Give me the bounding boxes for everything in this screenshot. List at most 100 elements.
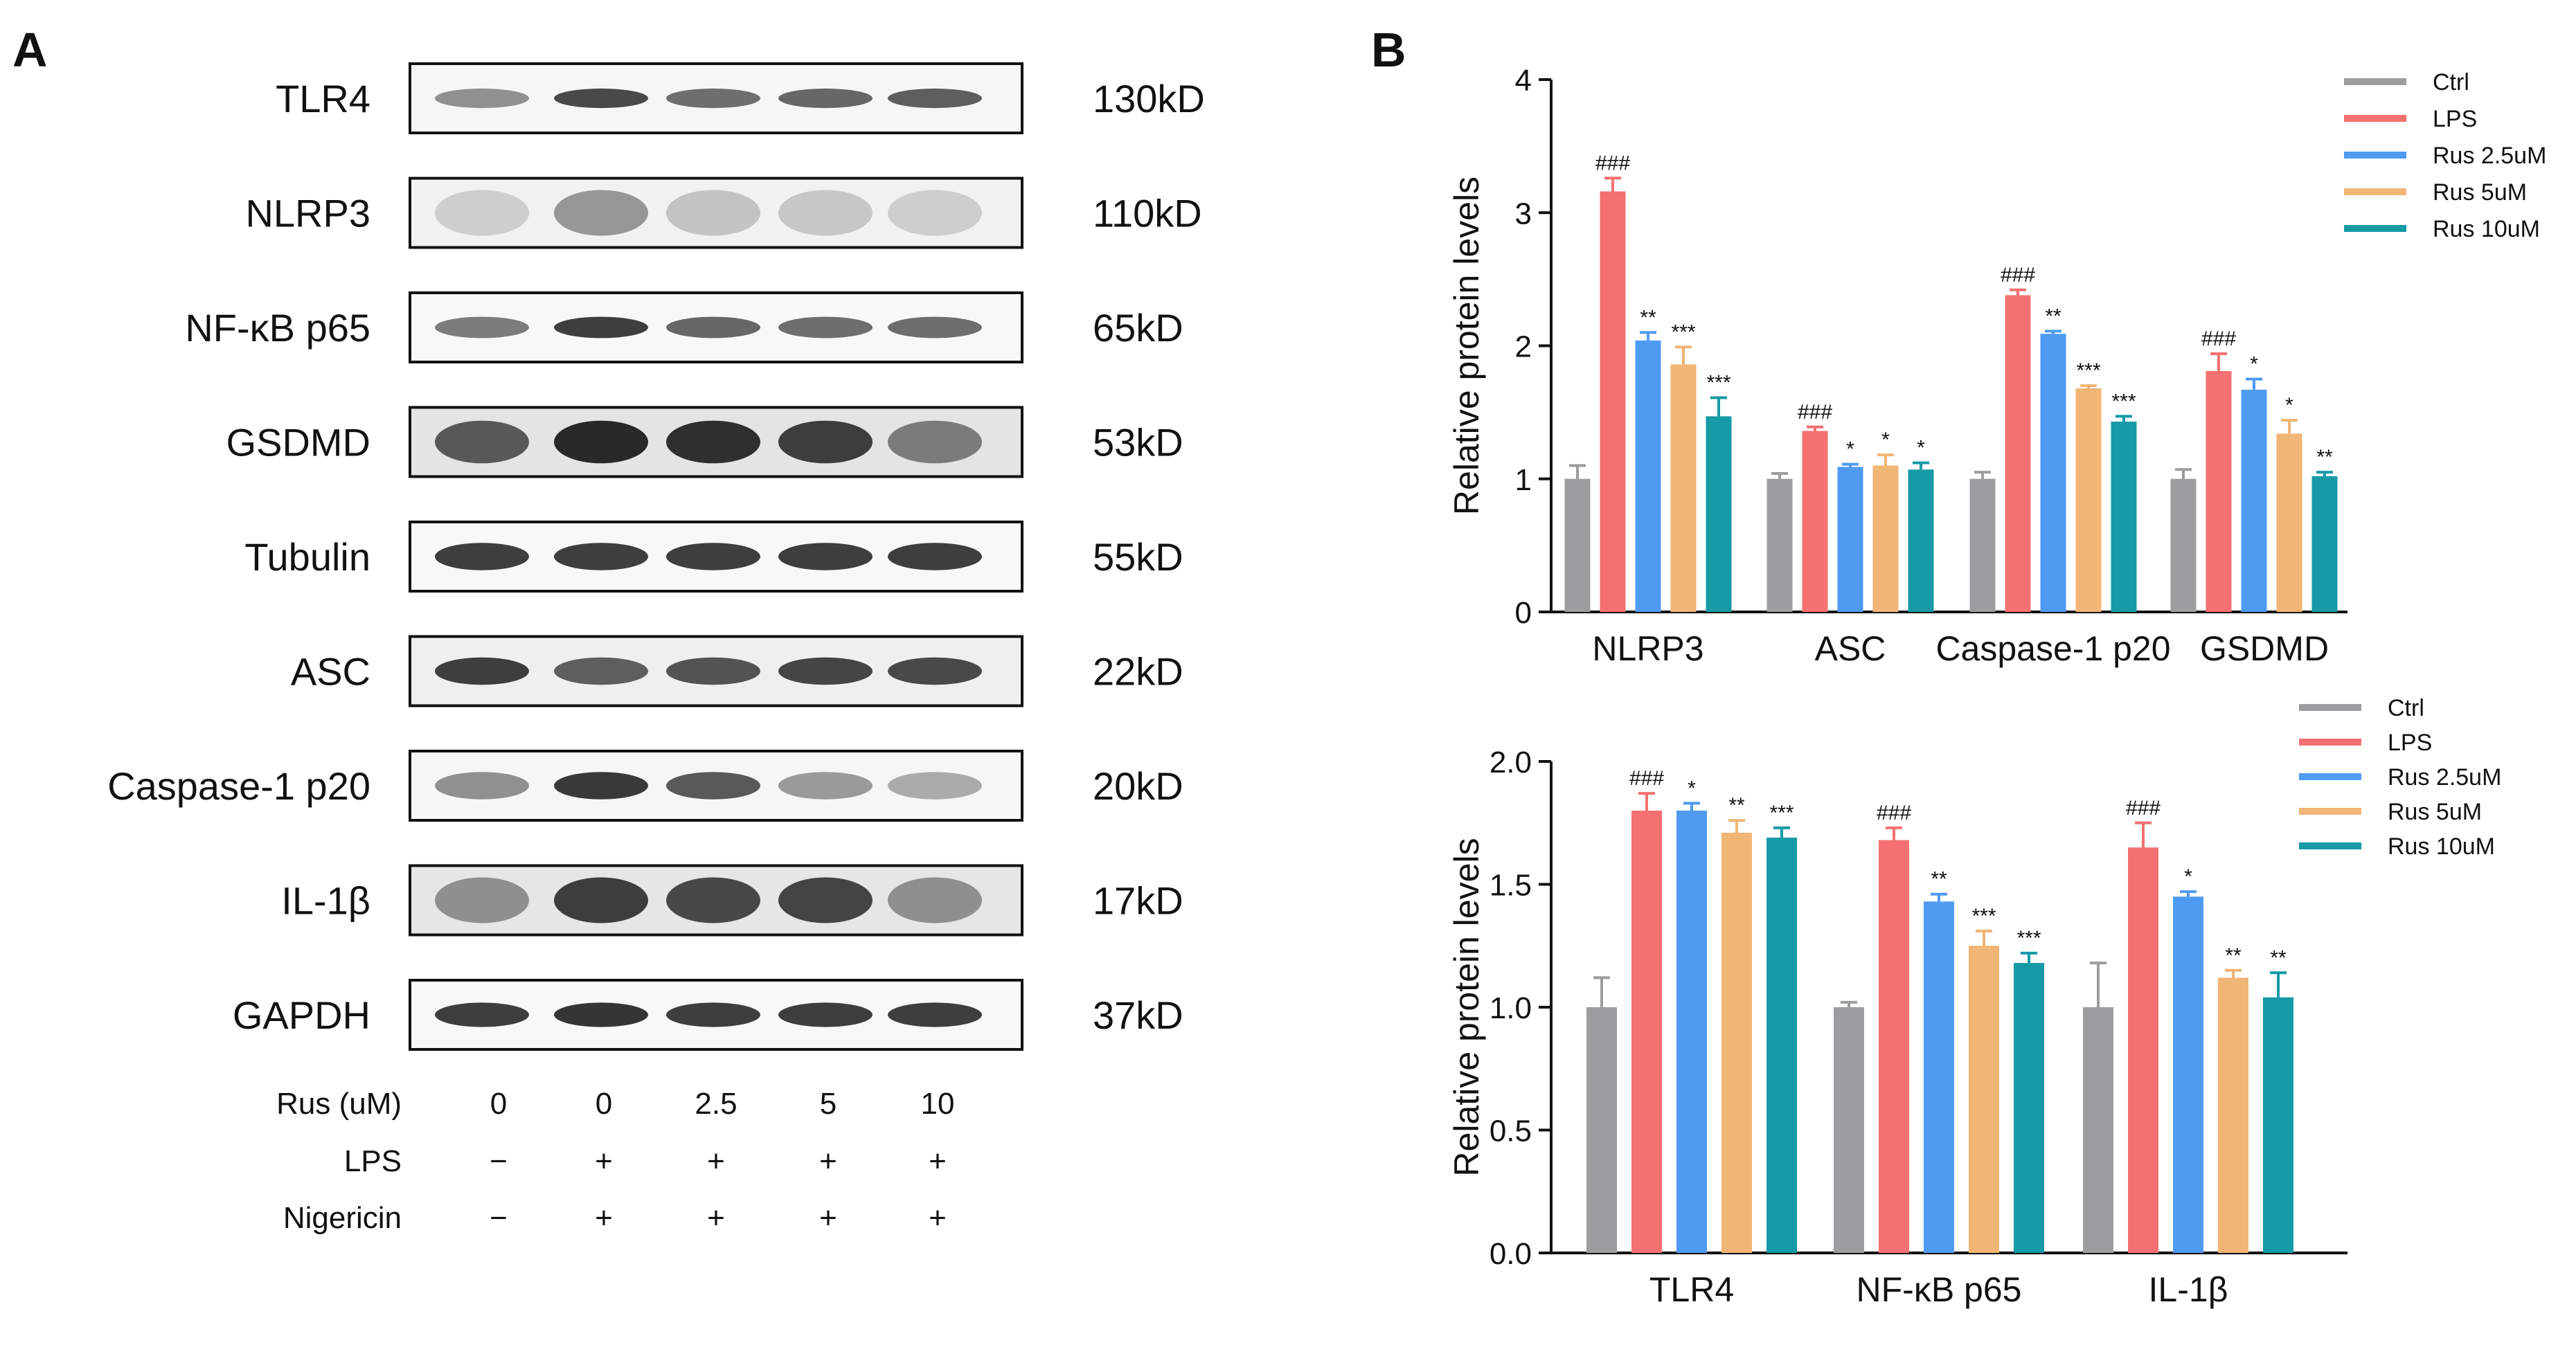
protein-label: ASC	[291, 650, 370, 694]
significance-label: *	[1881, 428, 1890, 451]
blot-band	[435, 88, 529, 109]
condition-value: −	[490, 1144, 508, 1178]
significance-label: **	[1640, 306, 1656, 329]
blot-band	[435, 316, 529, 338]
bar	[1766, 838, 1797, 1253]
bar-chart-2: 0.0 0.5 1.0 1.5 2.0 Relative protein levels ##…	[1447, 695, 2501, 1309]
y-axis-label: Relative protein levels	[1447, 177, 1486, 515]
blot-band	[666, 420, 760, 464]
protein-label: Tubulin	[244, 535, 370, 579]
significance-label: **	[2045, 305, 2061, 327]
legend-swatch	[2299, 739, 2361, 746]
blot-band	[888, 877, 982, 923]
blot-band	[888, 316, 982, 338]
significance-label: ***	[1769, 802, 1794, 824]
molecular-weight-label: 22kD	[1093, 650, 1183, 694]
blot-band	[554, 190, 648, 236]
y-tick-label: 2	[1515, 330, 1532, 364]
significance-label: *	[2184, 865, 2192, 888]
molecular-weight-label: 130kD	[1093, 77, 1205, 120]
bar	[2206, 371, 2232, 612]
blot-row: IL-1β 17kD	[281, 864, 1183, 937]
bar	[2083, 1007, 2113, 1253]
bar	[1600, 191, 1626, 612]
molecular-weight-label: 37kD	[1093, 993, 1183, 1037]
bar	[2075, 388, 2102, 612]
significance-label: ***	[2111, 390, 2136, 413]
condition-value: 0	[490, 1087, 507, 1121]
blot-band	[666, 316, 760, 338]
bar	[2005, 295, 2031, 612]
significance-label: *	[1846, 438, 1854, 461]
significance-label: **	[2270, 946, 2287, 969]
significance-label: *	[2250, 353, 2258, 376]
y-tick-label: 4	[1515, 64, 1532, 98]
blot-band	[554, 772, 648, 800]
x-tick-label: GSDMD	[2200, 629, 2329, 668]
treatment-conditions: Rus (uM) 0 0 2.5 5 10 LPS − + + + + Nigericin − + + + +	[276, 1087, 954, 1235]
y-tick-label: 3	[1515, 197, 1532, 231]
legend-label: Ctrl	[2388, 695, 2424, 721]
protein-label: NF-κB p65	[185, 306, 370, 350]
bar	[1802, 431, 1828, 612]
bar	[2014, 963, 2044, 1253]
blot-band	[778, 420, 873, 464]
condition-value: +	[707, 1201, 725, 1235]
blot-band	[435, 420, 529, 464]
legend-label: Rus 5uM	[2433, 179, 2527, 206]
legend-label: Rus 10uM	[2388, 833, 2495, 860]
legend-label: Rus 10uM	[2433, 216, 2540, 242]
blot-band	[554, 543, 648, 570]
blot-band	[666, 543, 760, 570]
bar	[2170, 478, 2197, 612]
blot-band	[666, 877, 760, 923]
blot-band	[778, 772, 873, 800]
bar	[2040, 334, 2066, 612]
condition-value: 10	[921, 1087, 955, 1121]
condition-row: Rus (uM) 0 0 2.5 5 10	[276, 1087, 954, 1121]
x-tick-label: NLRP3	[1592, 629, 1703, 668]
bar	[2173, 896, 2203, 1253]
significance-label: *	[2285, 394, 2293, 417]
blot-band	[554, 88, 648, 109]
significance-label: *	[1917, 437, 1925, 460]
legend: Ctrl LPS Rus 2.5uM Rus 5uM Rus 10uM	[2344, 69, 2546, 242]
y-tick-label: 1	[1515, 463, 1532, 497]
protein-label: TLR4	[276, 77, 370, 120]
blot-row: Tubulin 55kD	[244, 521, 1183, 593]
blot-band	[554, 420, 648, 464]
blot-band	[888, 420, 982, 464]
blot-band	[435, 543, 529, 570]
bar	[2263, 997, 2293, 1253]
condition-value: +	[595, 1201, 613, 1235]
condition-value: −	[490, 1201, 508, 1235]
blot-band	[888, 1002, 982, 1027]
y-tick-label: 0	[1515, 596, 1532, 630]
legend-swatch	[2344, 152, 2406, 159]
legend-label: LPS	[2433, 106, 2477, 132]
significance-label: **	[2316, 446, 2333, 469]
condition-label: Nigericin	[283, 1201, 402, 1235]
blot-band	[666, 1002, 760, 1027]
y-tick-label: 1.0	[1490, 991, 1532, 1025]
blot-band	[554, 1002, 648, 1027]
protein-label: NLRP3	[245, 192, 370, 235]
molecular-weight-label: 65kD	[1093, 306, 1183, 350]
condition-value: 2.5	[695, 1087, 737, 1121]
y-tick-label: 0.5	[1490, 1114, 1532, 1148]
blot-band	[435, 1002, 529, 1027]
x-tick-label: NF-κB p65	[1857, 1270, 2022, 1309]
blot-row: ASC 22kD	[291, 635, 1183, 707]
protein-label: GSDMD	[226, 421, 370, 464]
blot-band	[778, 657, 873, 685]
legend-swatch	[2344, 115, 2406, 122]
blot-band	[888, 772, 982, 800]
blot-band	[888, 88, 982, 109]
legend-label: Ctrl	[2433, 69, 2469, 96]
bar	[1908, 469, 1934, 612]
molecular-weight-label: 20kD	[1093, 764, 1183, 808]
blot-band	[666, 657, 760, 685]
protein-label: Caspase-1 p20	[107, 764, 370, 808]
significance-label: ###	[1877, 802, 1911, 824]
